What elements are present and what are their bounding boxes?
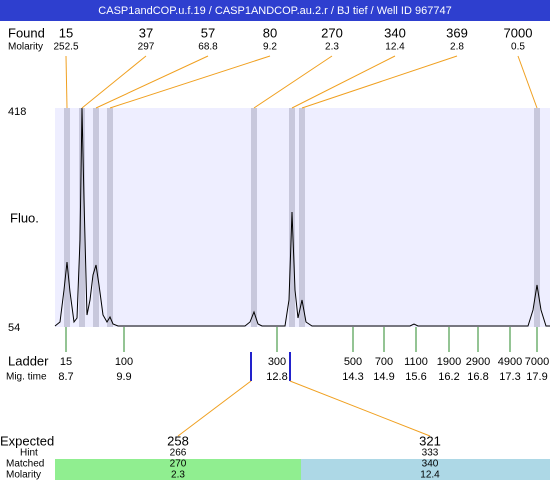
- ladder-size: 700: [375, 356, 393, 368]
- axis-top: 418: [8, 106, 26, 118]
- axis-label: Fluo.: [10, 210, 39, 225]
- molarity-label: Molarity: [8, 42, 43, 53]
- title: CASP1andCOP.u.f.19 / CASP1ANDCOP.au.2.r …: [98, 5, 451, 17]
- found-size: 270: [321, 25, 343, 40]
- found-molarity: 252.5: [53, 42, 78, 53]
- found-molarity: 0.5: [511, 42, 525, 53]
- ladder-size: 1100: [404, 356, 428, 368]
- ladder-size: 15: [60, 356, 72, 368]
- found-connector: [291, 55, 396, 109]
- found-size: 15: [59, 25, 73, 40]
- expected-size: 321: [419, 433, 441, 448]
- expected-label: Expected: [0, 433, 54, 448]
- expected-connector: [177, 380, 252, 437]
- found-connector: [109, 55, 271, 109]
- ladder-size: 300: [268, 356, 286, 368]
- peak-band: [93, 108, 99, 327]
- ladder-size: 1900: [437, 356, 461, 368]
- ladder-time: 8.7: [58, 371, 73, 383]
- peak-band: [534, 108, 540, 327]
- mig-time-label: Mig. time: [6, 372, 47, 383]
- ladder-size: 7000: [525, 356, 549, 368]
- found-label: Found: [8, 25, 45, 40]
- found-size: 57: [201, 25, 215, 40]
- peak-band: [64, 108, 70, 327]
- found-molarity: 297: [138, 42, 155, 53]
- ladder-time: 17.3: [499, 371, 520, 383]
- ladder-time: 12.8: [266, 371, 287, 383]
- found-size: 80: [263, 25, 277, 40]
- row-label: Molarity: [6, 470, 41, 480]
- peak-band: [251, 108, 257, 327]
- found-connector: [95, 55, 209, 109]
- title-bar: [0, 0, 550, 21]
- ladder-size: 4900: [498, 356, 522, 368]
- ladder-time: 14.3: [342, 371, 363, 383]
- found-size: 37: [139, 25, 153, 40]
- found-molarity: 12.4: [385, 42, 405, 53]
- hint: 266: [170, 448, 187, 459]
- ladder-time: 14.9: [373, 371, 394, 383]
- matched: 340: [422, 459, 439, 470]
- ladder-time: 16.8: [467, 371, 488, 383]
- found-connector: [301, 55, 458, 109]
- row-label: Hint: [20, 448, 38, 459]
- expected-connector: [289, 380, 431, 437]
- matched-bar: [301, 459, 550, 480]
- ladder-time: 15.6: [405, 371, 426, 383]
- matched-bar: [55, 459, 301, 480]
- ladder-time: 17.9: [526, 371, 547, 383]
- found-size: 7000: [504, 25, 533, 40]
- ladder-time: 16.2: [438, 371, 459, 383]
- found-connector: [253, 55, 333, 109]
- ladder-size: 2900: [466, 356, 490, 368]
- ladder-size: 100: [115, 356, 133, 368]
- peak-band: [299, 108, 305, 327]
- found-connector: [65, 55, 68, 109]
- found-size: 369: [446, 25, 468, 40]
- row-label: Matched: [6, 459, 44, 470]
- ladder-label: Ladder: [8, 353, 49, 368]
- found-connector: [81, 55, 147, 109]
- found-connector: [517, 55, 538, 109]
- ladder-time: 9.9: [116, 371, 131, 383]
- molarity: 2.3: [171, 470, 185, 480]
- found-molarity: 9.2: [263, 42, 277, 53]
- peak-band: [107, 108, 113, 327]
- found-size: 340: [384, 25, 406, 40]
- hint: 333: [422, 448, 439, 459]
- expected-size: 258: [167, 433, 189, 448]
- matched: 270: [170, 459, 187, 470]
- peak-band: [79, 108, 85, 327]
- found-molarity: 68.8: [198, 42, 218, 53]
- found-molarity: 2.3: [325, 42, 339, 53]
- ladder-size: 500: [344, 356, 362, 368]
- found-molarity: 2.8: [450, 42, 464, 53]
- axis-bottom: 54: [8, 322, 20, 334]
- molarity: 12.4: [420, 470, 440, 480]
- trace: [54, 107, 550, 327]
